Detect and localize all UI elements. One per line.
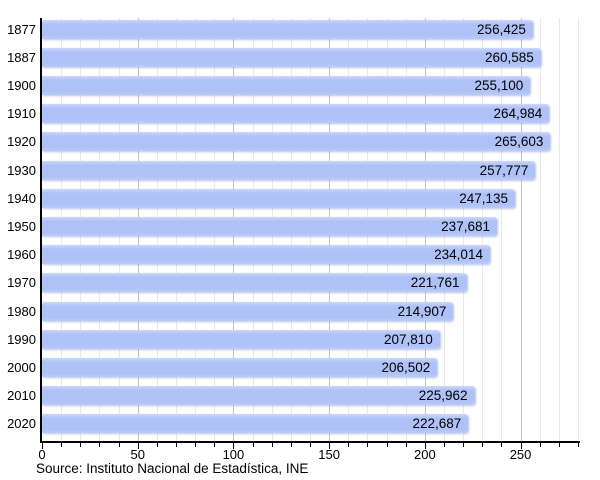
- x-axis-tick: [290, 443, 292, 447]
- x-axis-tick: [520, 443, 522, 449]
- x-axis-tick: [424, 443, 426, 449]
- year-label: 1970: [7, 275, 36, 291]
- x-axis-tick: [444, 443, 445, 447]
- bar: 265,603: [42, 132, 551, 152]
- bar-value-label: 260,585: [485, 49, 534, 65]
- x-axis-tick: [61, 443, 63, 447]
- x-axis-tick: [80, 443, 82, 447]
- bar-value-label: 257,777: [479, 162, 529, 178]
- bar-value-label: 221,761: [410, 275, 460, 291]
- bar: 206,502: [42, 357, 438, 377]
- x-tick-label: 100: [222, 447, 245, 462]
- year-label: 1930: [7, 162, 36, 178]
- bar-value-label: 206,502: [381, 359, 431, 375]
- year-label: 2020: [7, 416, 36, 432]
- x-axis-tick: [501, 443, 503, 447]
- bar: 237,681: [42, 216, 497, 236]
- x-axis-tick: [310, 443, 311, 447]
- x-axis-tick: [233, 443, 235, 449]
- x-axis-tick: [176, 443, 177, 447]
- x-axis-tick: [156, 443, 158, 447]
- x-tick-label: 150: [318, 447, 340, 462]
- year-label: 1920: [7, 134, 36, 150]
- x-axis-tick: [42, 443, 43, 449]
- x-axis-tick: [214, 443, 216, 447]
- x-axis-tick: [348, 443, 350, 447]
- x-axis-tick: [578, 443, 579, 447]
- gridline: [558, 18, 560, 441]
- year-label: 1950: [7, 218, 36, 234]
- x-tick-label: 0: [38, 447, 46, 462]
- x-axis-tick: [386, 443, 388, 447]
- bar-value-label: 234,014: [434, 247, 483, 263]
- x-axis-line: [40, 441, 580, 443]
- year-label: 1940: [7, 190, 36, 206]
- year-label: 1960: [7, 247, 36, 263]
- gridline: [501, 18, 503, 441]
- x-axis-tick: [329, 443, 331, 449]
- gridline: [578, 18, 579, 441]
- bar-value-label: 207,810: [383, 331, 433, 347]
- bar: 260,585: [42, 47, 541, 67]
- x-axis-tick: [252, 443, 254, 447]
- x-tick-label: 50: [130, 447, 145, 462]
- year-label: 1887: [7, 49, 36, 65]
- gridline: [520, 18, 522, 441]
- bar-value-label: 255,100: [474, 77, 524, 93]
- x-axis-tick: [271, 443, 273, 447]
- bar: 234,014: [42, 245, 490, 265]
- bar: 225,962: [42, 386, 475, 406]
- bar: 256,425: [42, 19, 533, 39]
- bar-value-label: 256,425: [477, 21, 526, 37]
- bar: 222,687: [42, 414, 469, 434]
- year-label: 1877: [7, 21, 36, 37]
- bar: 257,777: [42, 160, 536, 180]
- x-axis-tick: [195, 443, 197, 447]
- bar-value-label: 222,687: [412, 416, 462, 432]
- x-axis-tick: [558, 443, 560, 447]
- x-tick-label: 200: [413, 447, 436, 462]
- bar-value-label: 264,984: [493, 106, 543, 122]
- bar-value-label: 237,681: [441, 218, 490, 234]
- x-axis-tick: [118, 443, 120, 447]
- x-axis-tick: [463, 443, 465, 447]
- source-caption: Source: Instituto Nacional de Estadístic…: [36, 461, 309, 476]
- x-axis-tick: [405, 443, 407, 447]
- bar: 221,761: [42, 273, 467, 293]
- year-label: 2010: [7, 388, 36, 404]
- bar-value-label: 265,603: [494, 134, 544, 150]
- x-axis-tick: [367, 443, 369, 447]
- gridline: [539, 18, 541, 441]
- year-label: 1900: [7, 77, 36, 93]
- bar: 247,135: [42, 188, 516, 208]
- x-axis-tick: [482, 443, 484, 447]
- year-label: 1980: [7, 303, 36, 319]
- x-axis-tick: [99, 443, 101, 447]
- bar: 255,100: [42, 75, 531, 95]
- bar-value-label: 247,135: [459, 190, 509, 206]
- bar: 264,984: [42, 104, 550, 124]
- y-axis-line: [40, 18, 42, 443]
- year-label: 1990: [7, 331, 36, 347]
- bar: 214,907: [42, 301, 454, 321]
- x-axis-tick: [137, 443, 139, 449]
- bar-value-label: 214,907: [397, 303, 447, 319]
- x-axis-tick: [539, 443, 541, 447]
- year-label: 2000: [7, 359, 36, 375]
- x-tick-label: 250: [509, 447, 532, 462]
- bar: 207,810: [42, 329, 440, 349]
- year-label: 1910: [7, 106, 36, 122]
- bar-value-label: 225,962: [418, 388, 468, 404]
